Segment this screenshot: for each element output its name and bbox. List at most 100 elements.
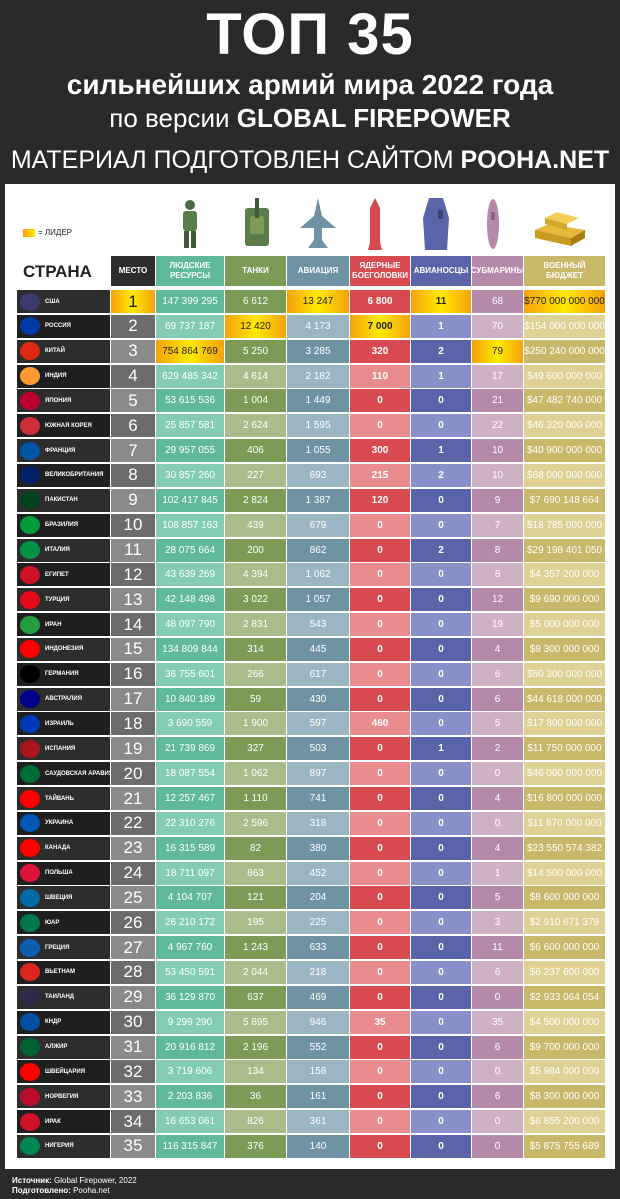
country-cell: НОРВЕГИЯ — [17, 1085, 110, 1109]
table-row: ФРАНЦИЯ 7 29 957 055 406 1 055 300 1 10 $40 900 … — [5, 439, 615, 463]
table-row: УКРАИНА 22 22 310 276 2 596 318 0 0 0 $11 870 00… — [5, 811, 615, 835]
nuclear-cell: 7 000 — [350, 314, 410, 338]
tanks-cell: 439 — [225, 513, 286, 537]
manpower-cell: 22 310 276 — [156, 811, 224, 835]
flag-icon — [20, 640, 40, 659]
subtitle-source: по версии GLOBAL FIREPOWER — [0, 102, 620, 134]
subs-cell: 6 — [472, 662, 523, 686]
aircraft-cell: 3 285 — [287, 339, 349, 363]
manpower-cell: 108 857 163 — [156, 513, 224, 537]
rank-cell: 17 — [111, 687, 155, 711]
rank-cell: 15 — [111, 637, 155, 661]
country-cell: ЮАР — [17, 911, 110, 935]
country-name: КАНАДА — [45, 845, 71, 852]
nuclear-cell: 215 — [350, 463, 410, 487]
tanks-cell: 2 196 — [225, 1035, 286, 1059]
manpower-cell: 26 210 172 — [156, 911, 224, 935]
manpower-cell: 3 690 559 — [156, 712, 224, 736]
table-row: ИРАК 34 16 653 061 826 361 0 0 0 $6 855 200 000 — [5, 1110, 615, 1134]
aircraft-cell: 1 055 — [287, 439, 349, 463]
icon-strip: = ЛИДЕР — [5, 184, 615, 252]
country-cell: ЕГИПЕТ — [17, 563, 110, 587]
country-cell: АЛЖИР — [17, 1035, 110, 1059]
aircraft-cell: 1 595 — [287, 414, 349, 438]
aircraft-cell: 469 — [287, 985, 349, 1009]
flag-icon — [20, 416, 40, 435]
table-row: АЛЖИР 31 20 916 812 2 196 552 0 0 6 $9 700 000 0… — [5, 1035, 615, 1059]
budget-cell: $6 237 600 000 — [524, 960, 605, 984]
tanks-cell: 36 — [225, 1085, 286, 1109]
nuclear-cell: 0 — [350, 687, 410, 711]
country-name: ПОЛЬША — [45, 870, 73, 877]
country-name: ПАКИСТАН — [45, 497, 78, 504]
subs-cell: 6 — [472, 687, 523, 711]
rank-cell: 23 — [111, 836, 155, 860]
nuclear-cell: 0 — [350, 1085, 410, 1109]
manpower-cell: 134 809 844 — [156, 637, 224, 661]
country-name: АЛЖИР — [45, 1044, 68, 1050]
country-cell: ПАКИСТАН — [17, 488, 110, 512]
subs-cell: 0 — [472, 1134, 523, 1158]
aircraft-cell: 633 — [287, 936, 349, 960]
flag-icon — [20, 1038, 40, 1056]
tanks-cell: 4 614 — [225, 364, 286, 388]
nuclear-cell: 0 — [350, 637, 410, 661]
tanks-cell: 1 110 — [225, 787, 286, 810]
aircraft-cell: 741 — [287, 787, 349, 810]
country-cell: ИТАЛИЯ — [17, 538, 110, 562]
nuclear-cell: 0 — [350, 861, 410, 885]
nuclear-cell: 460 — [350, 712, 410, 736]
aircraft-cell: 204 — [287, 886, 349, 910]
budget-cell: $9 700 000 000 — [524, 1035, 605, 1059]
carriers-cell: 0 — [411, 1085, 471, 1109]
tanks-cell: 1 004 — [225, 389, 286, 413]
flag-icon — [20, 913, 40, 932]
tanks-cell: 406 — [225, 439, 286, 463]
subs-cell: 0 — [472, 1110, 523, 1134]
country-name: НИГЕРИЯ — [45, 1143, 74, 1150]
subs-cell: 12 — [472, 588, 523, 612]
aircraft-cell: 1 387 — [287, 488, 349, 512]
budget-cell: $4 357 200 000 — [524, 563, 605, 587]
tanks-cell: 82 — [225, 836, 286, 860]
table-row: ТУРЦИЯ 13 42 148 498 3 022 1 057 0 0 12 $9 690 0… — [5, 588, 615, 612]
rank-cell: 19 — [111, 737, 155, 761]
tanks-cell: 2 824 — [225, 488, 286, 512]
flag-icon — [20, 516, 40, 535]
flag-icon — [20, 1013, 40, 1032]
carriers-cell: 0 — [411, 836, 471, 860]
country-name: ЮЖНАЯ КОРЕЯ — [45, 422, 92, 429]
subs-cell: 8 — [472, 563, 523, 587]
nuclear-cell: 35 — [350, 1010, 410, 1034]
tanks-cell: 1 243 — [225, 936, 286, 960]
prepared-value: Pooha.net — [73, 1186, 110, 1195]
submarine-icon — [487, 199, 499, 249]
country-cell: ГЕРМАНИЯ — [17, 662, 110, 686]
aircraft-cell: 380 — [287, 836, 349, 860]
table-row: ИНДОНЕЗИЯ 15 134 809 844 314 445 0 0 4 $9 300 00… — [5, 637, 615, 661]
country-cell: КНДР — [17, 1010, 110, 1034]
aircraft-cell: 361 — [287, 1110, 349, 1134]
column-aircraft: АВИАЦИЯ — [287, 256, 349, 286]
budget-cell: $7 690 148 664 — [524, 488, 605, 512]
country-cell: ИРАК — [17, 1110, 110, 1134]
flag-icon — [20, 491, 40, 510]
tanks-cell: 376 — [225, 1134, 286, 1158]
rank-cell: 25 — [111, 886, 155, 910]
nuclear-cell: 0 — [350, 936, 410, 960]
tanks-cell: 637 — [225, 985, 286, 1009]
subs-cell: 0 — [472, 1060, 523, 1084]
aircraft-cell: 218 — [287, 960, 349, 984]
manpower-cell: 147 399 295 — [156, 290, 224, 313]
budget-cell: $47 482 740 000 — [524, 389, 605, 413]
aircraft-cell: 4 173 — [287, 314, 349, 338]
country-cell: ФРАНЦИЯ — [17, 439, 110, 463]
subs-cell: 4 — [472, 787, 523, 810]
budget-cell: $8 600 000 000 — [524, 886, 605, 910]
flag-icon — [20, 690, 40, 709]
tanks-cell: 195 — [225, 911, 286, 935]
subs-cell: 6 — [472, 1085, 523, 1109]
carriers-cell: 0 — [411, 687, 471, 711]
manpower-cell: 3 719 606 — [156, 1060, 224, 1084]
aircraft-cell: 679 — [287, 513, 349, 537]
